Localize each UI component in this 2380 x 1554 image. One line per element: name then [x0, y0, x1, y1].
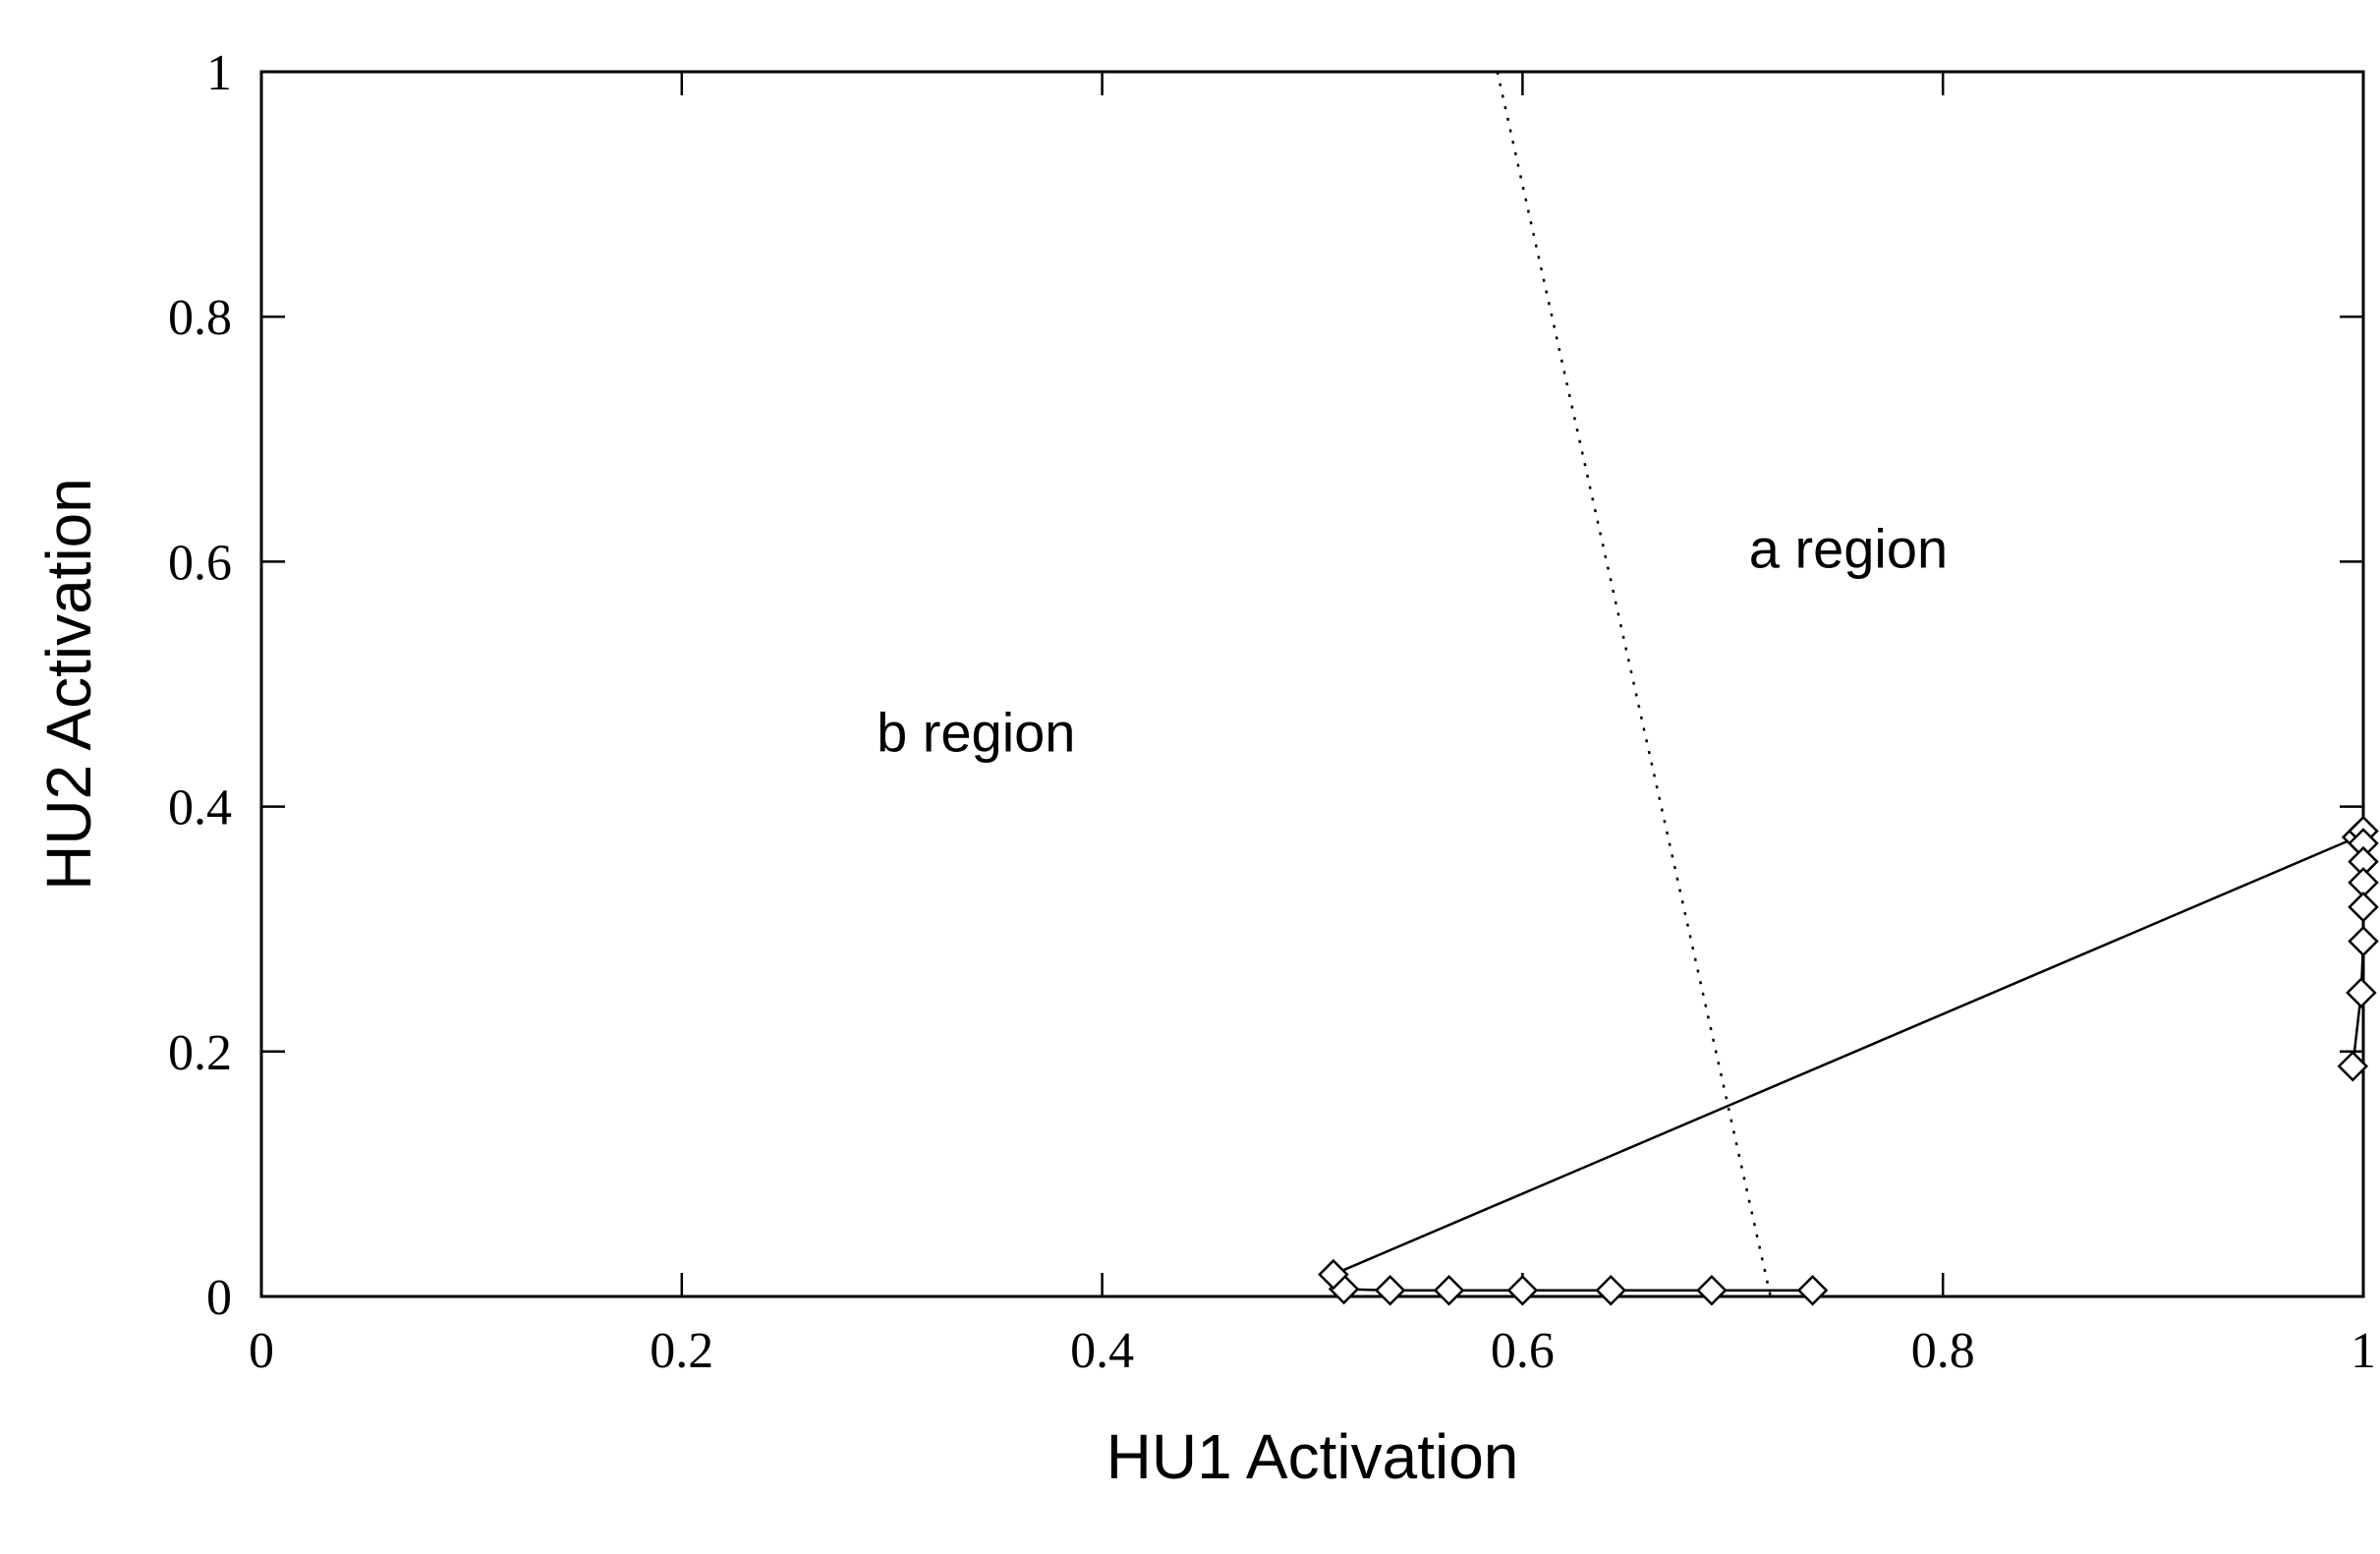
y-tick-label: 1	[206, 45, 232, 101]
x-tick-label: 0.6	[1491, 1323, 1555, 1379]
y-tick-label: 0.6	[168, 535, 232, 591]
data-point-marker	[1696, 1275, 1728, 1306]
boundary-line-group	[1496, 71, 1773, 1297]
decision-boundary-line	[1496, 71, 1773, 1297]
y-tick-label: 0.8	[168, 290, 232, 346]
data-point-marker	[1796, 1275, 1829, 1306]
annotation-a-region: a region	[1749, 518, 1948, 580]
chart-text: HU1 Activation HU2 Activation a region b…	[33, 478, 1948, 1492]
data-point-marker	[2348, 892, 2379, 923]
y-tick-label: 0	[206, 1270, 232, 1326]
data-point-marker	[1374, 1275, 1406, 1306]
axes: 0 0.2 0.4 0.6 0.8 1 0 0.2 0.4 0.6 0.8 1	[168, 45, 2376, 1379]
x-tick-label: 0.4	[1070, 1323, 1134, 1379]
data-point-marker	[1595, 1275, 1627, 1306]
trajectory-series	[1318, 815, 2379, 1306]
y-axis-label: HU2 Activation	[33, 478, 104, 891]
data-point-marker	[2337, 1050, 2369, 1082]
data-point-marker	[1318, 1258, 1349, 1291]
plot-frame	[259, 70, 2365, 1298]
x-tick-label: 1	[2351, 1323, 2376, 1379]
x-tick-label: 0.2	[650, 1323, 713, 1379]
x-tick-label: 0.8	[1911, 1323, 1975, 1379]
trajectory-line	[1331, 828, 2365, 1293]
data-point-marker	[2348, 925, 2379, 957]
data-point-marker	[2346, 977, 2377, 1008]
x-axis-label: HU1 Activation	[1106, 1421, 1519, 1492]
annotation-b-region: b region	[877, 702, 1075, 764]
y-tick-label: 0.4	[168, 780, 232, 836]
x-tick-label: 0	[249, 1323, 274, 1379]
data-point-marker	[1433, 1275, 1465, 1306]
data-point-marker	[1506, 1275, 1539, 1306]
y-tick-label: 0.2	[168, 1025, 232, 1081]
